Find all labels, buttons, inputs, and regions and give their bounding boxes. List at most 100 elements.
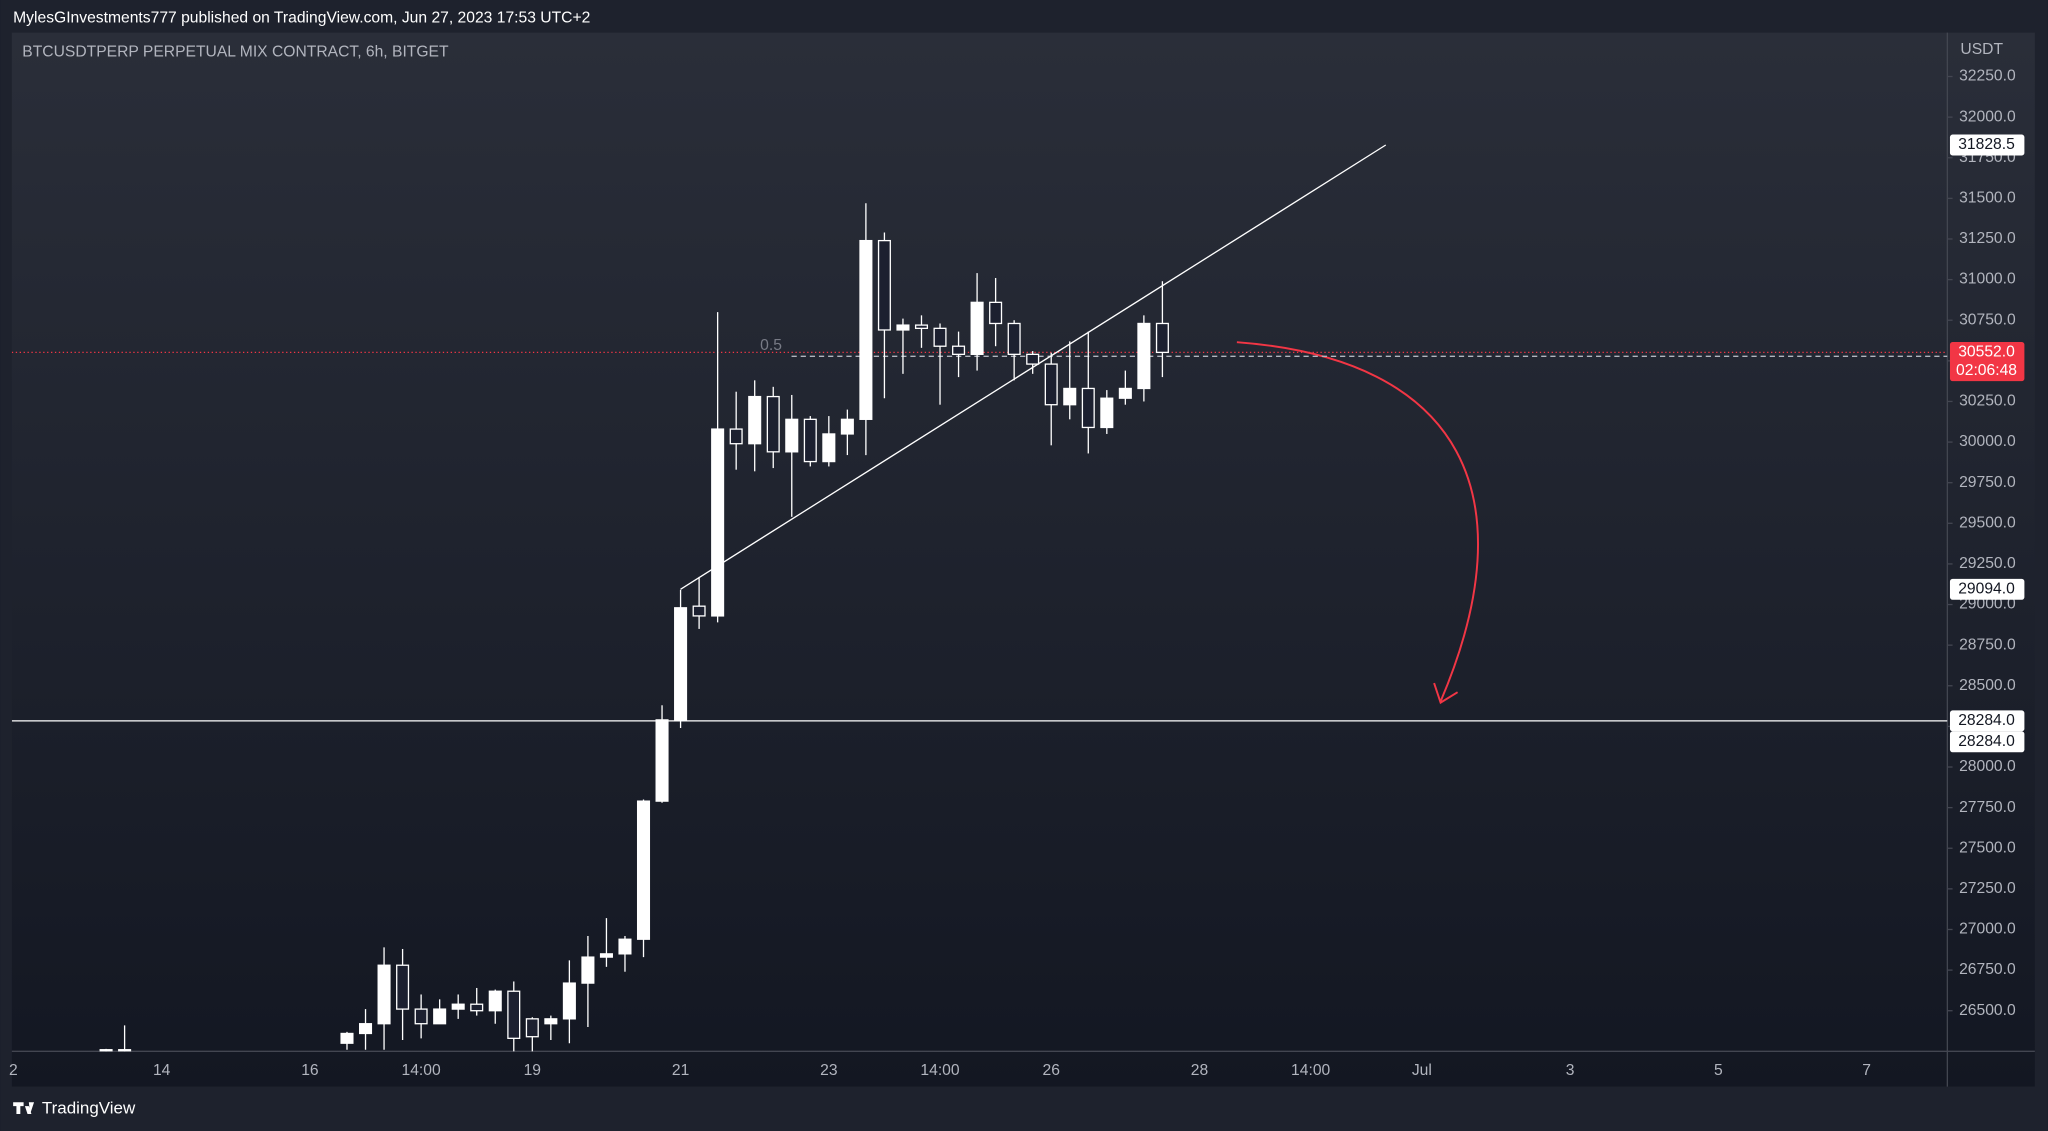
candle-body <box>970 301 984 355</box>
y-tick-label: 30000.0 <box>1959 433 2016 450</box>
level-label: 28284.0 <box>1958 712 2015 729</box>
x-tick-label: 23 <box>820 1062 838 1079</box>
candle-body <box>1118 387 1132 399</box>
candle-body <box>507 990 521 1039</box>
x-tick-label: 5 <box>1714 1062 1723 1079</box>
x-tick-label: 14:00 <box>1291 1062 1330 1079</box>
candle-body <box>692 605 706 617</box>
y-tick-label: 30250.0 <box>1959 393 2016 410</box>
countdown: 02:06:48 <box>1956 362 2017 379</box>
x-tick-label: 14 <box>153 1062 171 1079</box>
candle-body <box>340 1032 354 1044</box>
x-tick-label: 16 <box>301 1062 319 1079</box>
x-tick-label: Jul <box>1412 1062 1432 1079</box>
candle-body <box>896 324 910 331</box>
chart-title: BTCUSDTPERP PERPETUAL MIX CONTRACT, 6h, … <box>22 43 449 60</box>
y-tick-label: 29500.0 <box>1959 514 2016 531</box>
candle-body <box>1137 322 1151 390</box>
level-label-box <box>1949 731 2025 753</box>
x-tick-label: 7 <box>1862 1062 1871 1079</box>
y-tick-label: 31250.0 <box>1959 230 2016 247</box>
x-tick-label: 2 <box>9 1062 18 1079</box>
logo <box>13 1102 35 1115</box>
y-tick-label: 26750.0 <box>1959 961 2016 978</box>
candle-body <box>859 239 873 420</box>
footer: TradingView <box>42 1098 136 1117</box>
candle-body <box>377 964 391 1025</box>
y-tick-label: 27500.0 <box>1959 839 2016 856</box>
x-tick-label: 3 <box>1566 1062 1575 1079</box>
trend-start-label-box <box>1949 578 2025 600</box>
candle-body <box>99 1049 113 1052</box>
trend-end-label-box <box>1949 134 2025 156</box>
candle-body <box>544 1018 558 1025</box>
candle-body <box>118 1049 132 1052</box>
candle-body <box>470 1003 484 1012</box>
candle-body <box>785 418 799 453</box>
candle-body <box>1007 322 1021 355</box>
candle-body <box>433 1008 447 1025</box>
candle-body <box>989 301 1003 325</box>
last-price-label: 30552.0 <box>1958 344 2015 361</box>
candle-body <box>877 239 891 331</box>
plot: 0.5 <box>11 144 1948 1052</box>
candle-body <box>618 938 632 955</box>
arrow-head <box>1433 682 1459 705</box>
candle-body <box>674 607 688 721</box>
y-tick-label: 27000.0 <box>1959 921 2016 938</box>
currency: USDT <box>1960 41 2003 58</box>
fib-label: 0.5 <box>760 337 782 354</box>
candle-body <box>655 719 669 802</box>
candle-body <box>729 428 743 445</box>
candle-body <box>396 964 410 1010</box>
header: MylesGInvestments777 published on Tradin… <box>13 9 590 26</box>
candle-body <box>952 345 966 355</box>
candle-body <box>581 956 595 984</box>
y-tick-label: 28500.0 <box>1959 677 2016 694</box>
candle-body <box>488 990 502 1012</box>
y-tick-label: 30750.0 <box>1959 311 2016 328</box>
candle-body <box>914 324 929 329</box>
candle-body <box>1100 397 1114 429</box>
candle-body <box>1155 322 1169 354</box>
candle-body <box>1063 387 1077 406</box>
y-tick-label: 32000.0 <box>1959 108 2016 125</box>
x-tick-label: 19 <box>524 1062 541 1079</box>
x-tick-label: 26 <box>1043 1062 1061 1079</box>
x-tick-label: 28 <box>1191 1062 1209 1079</box>
x-tick-label: 14:00 <box>402 1062 441 1079</box>
candle-body <box>636 800 651 940</box>
y-tick-label: 32250.0 <box>1959 68 2016 85</box>
candle-body <box>414 1008 428 1025</box>
y-tick-label: 29250.0 <box>1959 555 2016 572</box>
trend-start-label: 29094.0 <box>1958 580 2015 597</box>
candle-body <box>562 982 576 1020</box>
y-tick-label: 27250.0 <box>1959 880 2016 897</box>
candle-body <box>1081 387 1095 429</box>
x-tick-label: 21 <box>672 1062 689 1079</box>
chart-area <box>11 32 2035 1087</box>
candle-body <box>822 433 836 463</box>
candle-body <box>451 1003 465 1010</box>
level-label: 28284.0 <box>1958 733 2015 750</box>
last-price-box <box>1949 341 2025 382</box>
trendline <box>680 144 1387 590</box>
candle-body <box>840 418 854 435</box>
y-tick-label: 27750.0 <box>1959 799 2016 816</box>
y-tick-label: 31000.0 <box>1959 271 2016 288</box>
level-label-box <box>1949 710 2025 732</box>
candle-body <box>933 327 947 347</box>
y-tick-label: 31500.0 <box>1959 190 2016 207</box>
y-tick-label: 29000.0 <box>1959 596 2016 613</box>
candle-body <box>525 1018 539 1038</box>
candle-body <box>766 395 780 453</box>
candle-body <box>748 395 762 445</box>
trend-end-label: 31828.5 <box>1958 136 2015 153</box>
y-tick-label: 28750.0 <box>1959 636 2016 653</box>
candle-body <box>1026 353 1040 365</box>
candle-body <box>803 418 817 463</box>
candle-body <box>711 428 725 617</box>
candle-body <box>358 1023 373 1035</box>
